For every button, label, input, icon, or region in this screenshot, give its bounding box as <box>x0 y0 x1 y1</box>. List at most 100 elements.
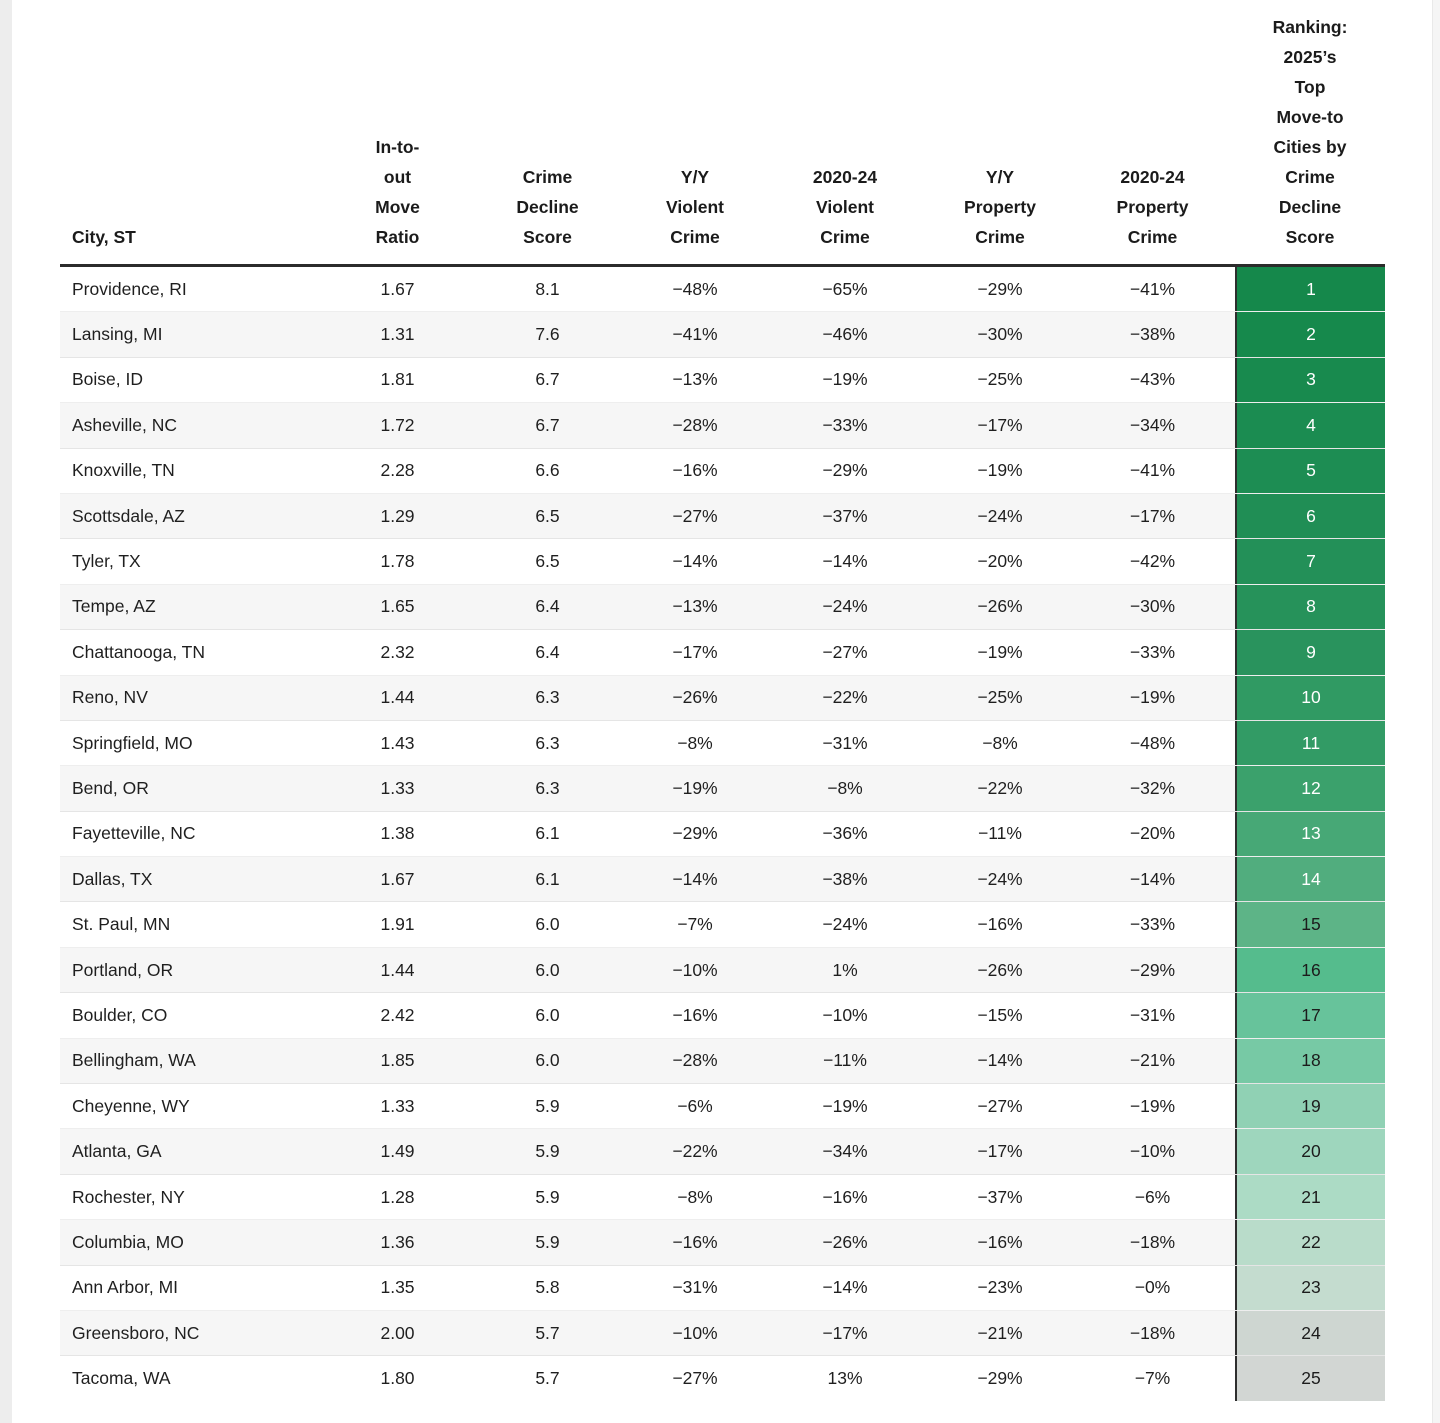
header-yy-property-crime: Y/Y Property Crime <box>964 167 1036 247</box>
yy-property-crime-cell: −26% <box>977 596 1023 617</box>
crime-decline-score-cell: 5.9 <box>535 1231 560 1252</box>
city-cell: Portland, OR <box>72 959 174 980</box>
header-city: City, ST <box>72 227 136 247</box>
yy-property-crime-cell: −29% <box>977 1368 1023 1389</box>
header-property-crime-2020-24: 2020-24 Property Crime <box>1116 167 1189 247</box>
crime-decline-score-cell: 6.0 <box>535 1004 560 1025</box>
table-row: Dallas, TX 1.67 6.1 −14% −38% −24% −14% 14 <box>60 857 1385 903</box>
header-ranking: Ranking: 2025’s Top Move-to Cities by Cr… <box>1272 17 1348 247</box>
city-cell: Asheville, NC <box>72 414 178 435</box>
rank-cell: 9 <box>1235 630 1385 675</box>
crime-decline-score-cell: 6.4 <box>535 641 560 662</box>
table-body: Providence, RI 1.67 8.1 −48% −65% −29% −41% 1 La… <box>60 267 1385 1402</box>
violent-crime-2020-24-cell: −11% <box>823 1050 867 1071</box>
yy-violent-crime-cell: −17% <box>672 641 718 662</box>
move-ratio-cell: 1.29 <box>380 505 415 526</box>
property-crime-2020-24-cell: −41% <box>1129 278 1176 299</box>
property-crime-2020-24-cell: −33% <box>1129 914 1176 935</box>
yy-property-crime-cell: −21% <box>977 1322 1023 1343</box>
yy-property-crime-cell: −17% <box>977 414 1023 435</box>
yy-violent-crime-cell: −13% <box>672 369 718 390</box>
city-cell: Reno, NV <box>72 687 148 708</box>
property-crime-2020-24-cell: −31% <box>1129 1004 1176 1025</box>
table-row: Boulder, CO 2.42 6.0 −16% −10% −15% −31% 17 <box>60 993 1385 1039</box>
yy-violent-crime-cell: −8% <box>677 1186 713 1207</box>
table-row: Scottsdale, AZ 1.29 6.5 −27% −37% −24% −17% 6 <box>60 493 1385 540</box>
table-row: Ann Arbor, MI 1.35 5.8 −31% −14% −23% −0% 23 <box>60 1265 1385 1311</box>
move-ratio-cell: 2.42 <box>380 1004 415 1025</box>
table-row: Atlanta, GA 1.49 5.9 −22% −34% −17% −10% 20 <box>60 1129 1385 1175</box>
rank-cell: 14 <box>1235 857 1385 902</box>
crime-decline-score-cell: 5.9 <box>535 1186 560 1207</box>
city-cell: Fayetteville, NC <box>72 823 196 844</box>
rank-cell: 16 <box>1235 947 1385 993</box>
move-ratio-cell: 2.00 <box>380 1322 415 1343</box>
rank-cell: 24 <box>1235 1310 1385 1356</box>
yy-violent-crime-cell: −8% <box>677 732 713 753</box>
yy-property-crime-cell: −20% <box>977 551 1023 572</box>
property-crime-2020-24-cell: −41% <box>1129 460 1176 481</box>
city-cell: Atlanta, GA <box>72 1141 162 1162</box>
rank-cell: 3 <box>1235 357 1385 403</box>
header-crime-decline-score: Crime Decline Score <box>516 167 579 247</box>
violent-crime-2020-24-cell: −24% <box>822 596 868 617</box>
yy-property-crime-cell: −27% <box>977 1095 1023 1116</box>
crime-decline-score-cell: 6.5 <box>535 551 560 572</box>
move-ratio-cell: 1.49 <box>380 1141 415 1162</box>
crime-decline-score-cell: 6.5 <box>535 505 560 526</box>
move-ratio-cell: 1.67 <box>380 278 415 299</box>
property-crime-2020-24-cell: −48% <box>1129 732 1176 753</box>
yy-violent-crime-cell: −6% <box>677 1095 713 1116</box>
rank-cell: 22 <box>1235 1220 1385 1265</box>
property-crime-2020-24-cell: −10% <box>1129 1141 1176 1162</box>
rank-cell: 10 <box>1235 675 1385 720</box>
yy-property-crime-cell: −17% <box>977 1141 1023 1162</box>
rank-cell: 12 <box>1235 766 1385 811</box>
city-cell: Boulder, CO <box>72 1004 168 1025</box>
violent-crime-2020-24-cell: 13% <box>827 1368 863 1389</box>
move-ratio-cell: 2.32 <box>380 641 415 662</box>
crime-decline-score-cell: 5.8 <box>535 1277 560 1298</box>
violent-crime-2020-24-cell: −19% <box>822 369 868 390</box>
property-crime-2020-24-cell: −42% <box>1129 551 1176 572</box>
yy-property-crime-cell: −19% <box>977 641 1023 662</box>
header-violent-crime-2020-24: 2020-24 Violent Crime <box>812 167 878 247</box>
yy-violent-crime-cell: −16% <box>672 1231 718 1252</box>
rank-cell: 2 <box>1235 312 1385 357</box>
violent-crime-2020-24-cell: −38% <box>822 868 868 889</box>
table-row: Tempe, AZ 1.65 6.4 −13% −24% −26% −30% 8 <box>60 584 1385 631</box>
crime-decline-score-cell: 5.7 <box>535 1322 560 1343</box>
violent-crime-2020-24-cell: −65% <box>822 278 868 299</box>
city-cell: Dallas, TX <box>72 868 153 889</box>
property-crime-2020-24-cell: −30% <box>1129 596 1176 617</box>
yy-property-crime-cell: −19% <box>977 460 1023 481</box>
move-ratio-cell: 1.72 <box>380 414 415 435</box>
violent-crime-2020-24-cell: −22% <box>822 687 868 708</box>
violent-crime-2020-24-cell: −10% <box>822 1004 868 1025</box>
move-ratio-cell: 1.81 <box>380 369 415 390</box>
rank-cell: 18 <box>1235 1038 1385 1084</box>
rank-cell: 8 <box>1235 584 1385 630</box>
violent-crime-2020-24-cell: −33% <box>822 414 868 435</box>
city-cell: Chattanooga, TN <box>72 641 205 662</box>
crime-decline-score-cell: 6.3 <box>535 687 560 708</box>
table-row: Tyler, TX 1.78 6.5 −14% −14% −20% −42% 7 <box>60 539 1385 585</box>
crime-decline-score-cell: 6.7 <box>535 369 560 390</box>
city-cell: Columbia, MO <box>72 1231 184 1252</box>
property-crime-2020-24-cell: −38% <box>1129 324 1176 345</box>
yy-violent-crime-cell: −31% <box>672 1277 718 1298</box>
property-crime-2020-24-cell: −0% <box>1134 1277 1171 1298</box>
crime-decline-score-cell: 5.7 <box>535 1368 560 1389</box>
city-cell: Tacoma, WA <box>72 1368 171 1389</box>
table-row: Reno, NV 1.44 6.3 −26% −22% −25% −19% 10 <box>60 675 1385 721</box>
yy-violent-crime-cell: −27% <box>672 505 718 526</box>
city-cell: St. Paul, MN <box>72 914 171 935</box>
table-row: Chattanooga, TN 2.32 6.4 −17% −27% −19% −33% 9 <box>60 630 1385 676</box>
violent-crime-2020-24-cell: 1% <box>832 959 858 980</box>
city-cell: Knoxville, TN <box>72 460 175 481</box>
table-row: Springfield, MO 1.43 6.3 −8% −31% −8% −48% 11 <box>60 720 1385 767</box>
violent-crime-2020-24-cell: −34% <box>822 1141 868 1162</box>
yy-property-crime-cell: −29% <box>977 278 1023 299</box>
property-crime-2020-24-cell: −18% <box>1129 1322 1176 1343</box>
table-row: Bend, OR 1.33 6.3 −19% −8% −22% −32% 12 <box>60 766 1385 812</box>
